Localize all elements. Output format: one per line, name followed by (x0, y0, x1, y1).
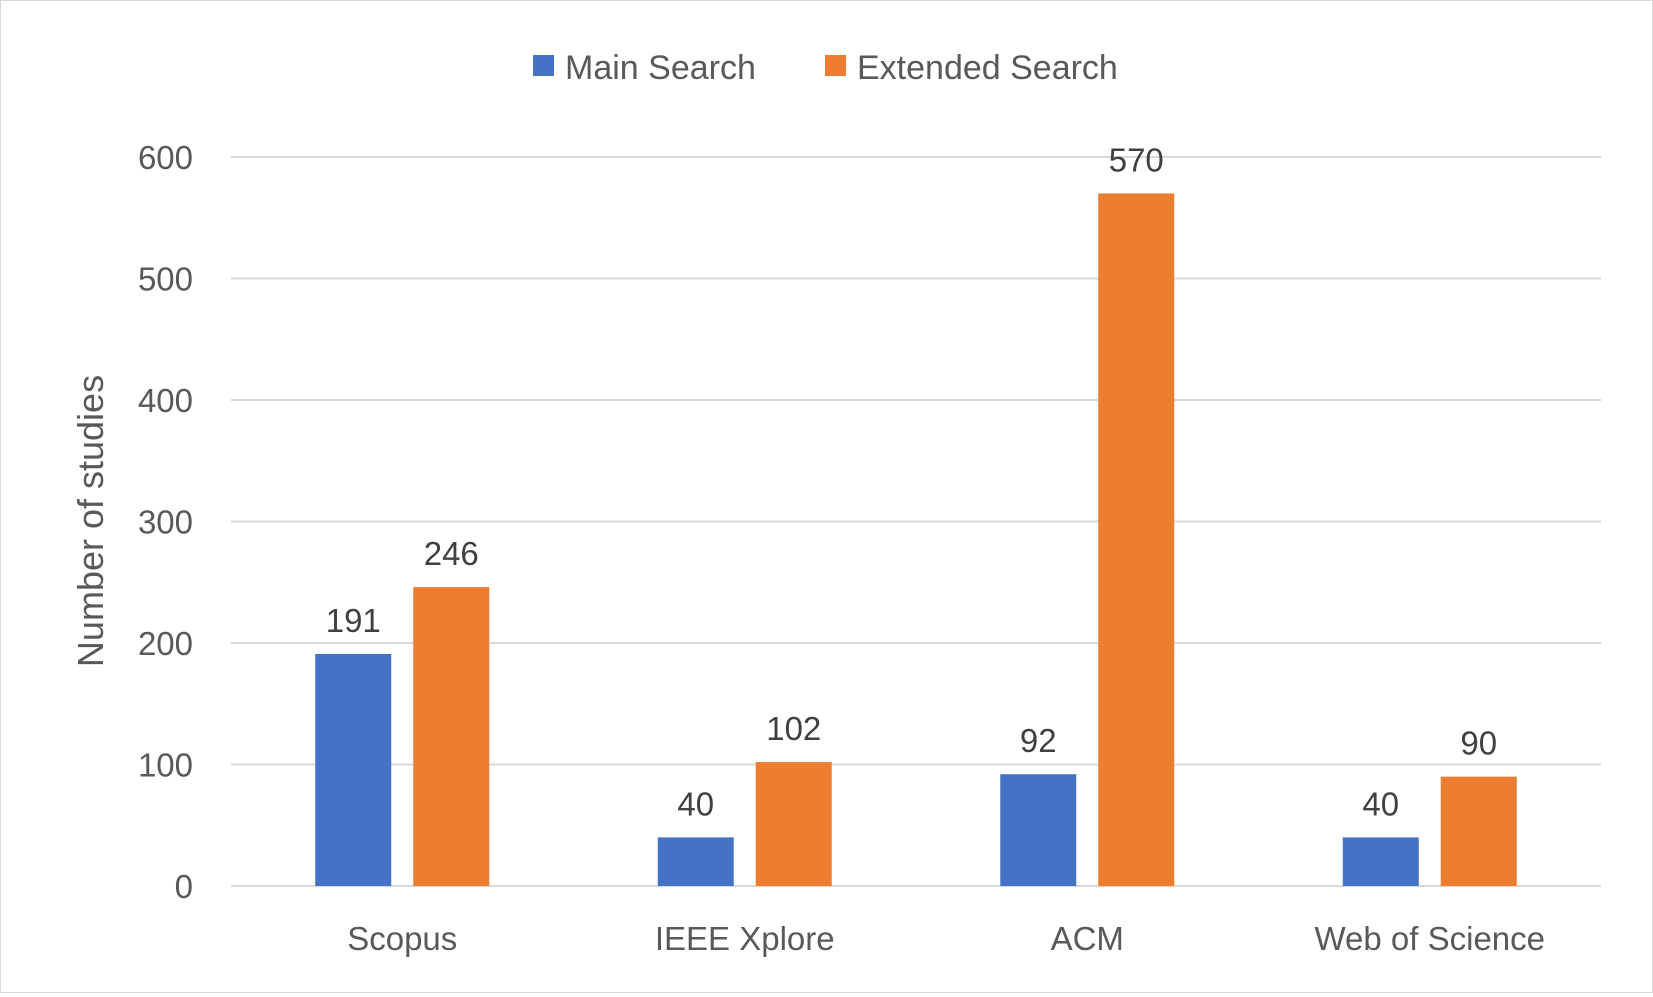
y-tick-label: 200 (138, 625, 193, 662)
data-labels: 191 246 40 102 92 570 40 90 (326, 141, 1497, 822)
data-label-extended-search: 246 (424, 535, 479, 572)
legend-label-main-search: Main Search (565, 49, 756, 87)
y-tick-label: 400 (138, 382, 193, 419)
legend-swatch-extended-search (825, 55, 846, 76)
x-category-label: Scopus (347, 920, 457, 957)
data-label-main-search: 40 (1362, 785, 1399, 822)
bar-main-search (1000, 774, 1077, 886)
bar-extended-search (1098, 193, 1175, 886)
legend-swatch-main-search (533, 55, 554, 76)
y-axis-title: Number of studies (70, 375, 111, 667)
bar-extended-search (755, 762, 832, 886)
data-label-extended-search: 102 (766, 710, 821, 747)
y-tick-label: 600 (138, 139, 193, 176)
y-tick-label: 300 (138, 504, 193, 541)
bar-main-search (1342, 837, 1419, 886)
x-axis-categories: Scopus IEEE Xplore ACM Web of Science (347, 920, 1545, 957)
bar-extended-search (1440, 776, 1517, 886)
x-category-label: Web of Science (1314, 920, 1545, 957)
data-label-extended-search: 570 (1109, 141, 1164, 178)
data-label-main-search: 40 (677, 785, 714, 822)
bar-extended-search (413, 587, 490, 886)
bars (315, 193, 1517, 886)
x-category-label: IEEE Xplore (655, 920, 835, 957)
y-tick-label: 0 (175, 868, 193, 905)
y-axis-ticks: 0 100 200 300 400 500 600 (138, 139, 193, 905)
data-label-main-search: 191 (326, 602, 381, 639)
x-category-label: ACM (1051, 920, 1124, 957)
bar-main-search (657, 837, 734, 886)
legend: Main Search Extended Search (533, 49, 1118, 87)
data-label-main-search: 92 (1020, 722, 1057, 759)
y-tick-label: 500 (138, 261, 193, 298)
y-tick-label: 100 (138, 747, 193, 784)
legend-label-extended-search: Extended Search (857, 49, 1118, 87)
bar-main-search (315, 653, 392, 886)
data-label-extended-search: 90 (1460, 725, 1497, 762)
